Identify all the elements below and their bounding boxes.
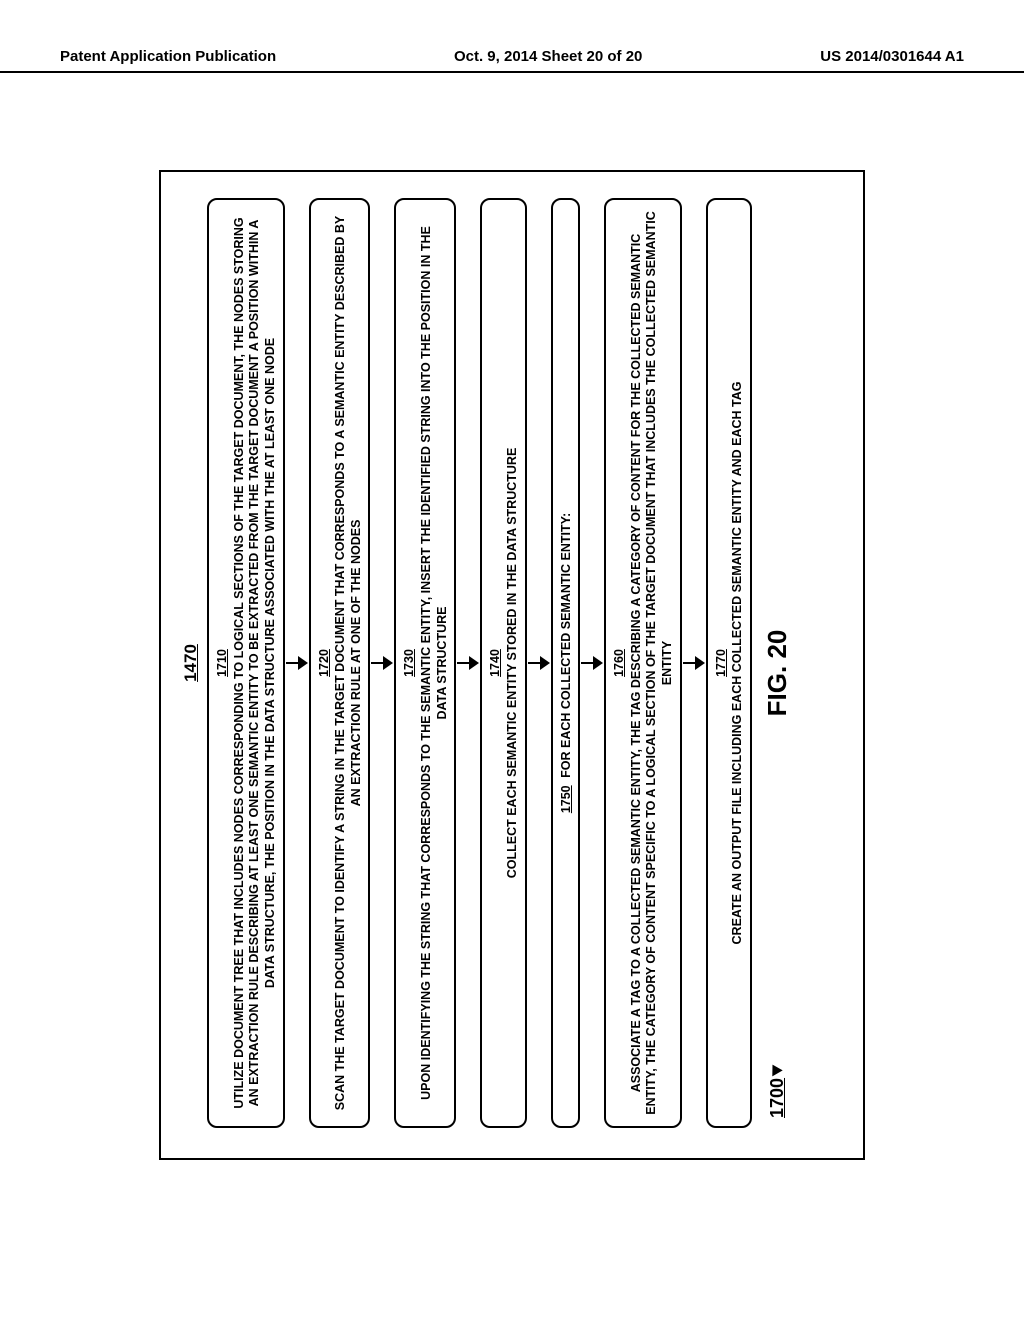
step-text: UPON IDENTIFYING THE STRING THAT CORRESP… [419, 226, 449, 1100]
flow-step-1740: 1740 COLLECT EACH SEMANTIC ENTITY STORED… [480, 198, 526, 1128]
flow-arrow-icon [457, 656, 479, 670]
step-number: 1750 [559, 785, 573, 813]
outer-ref-label: 1470 [181, 644, 201, 682]
flow-arrow-icon [371, 656, 393, 670]
flow-step-1720: 1720 SCAN THE TARGET DOCUMENT TO IDENTIF… [309, 198, 371, 1128]
flow-arrow-icon [683, 656, 705, 670]
page-header: Patent Application Publication Oct. 9, 2… [0, 48, 1024, 73]
figure-footer: 1700 FIG. 20 [762, 198, 793, 1128]
step-number: 1770 [714, 210, 730, 1116]
header-center: Oct. 9, 2014 Sheet 20 of 20 [454, 48, 642, 65]
flow-arrow-icon [286, 656, 308, 670]
step-text: FOR EACH COLLECTED SEMANTIC ENTITY: [559, 513, 573, 778]
step-text: ASSOCIATE A TAG TO A COLLECTED SEMANTIC … [629, 211, 674, 1114]
header-right: US 2014/0301644 A1 [820, 48, 964, 65]
figure-rotated-content: 1470 1710 UTILIZE DOCUMENT TREE THAT INC… [19, 314, 1005, 1016]
flowchart: 1470 1710 UTILIZE DOCUMENT TREE THAT INC… [161, 168, 867, 1158]
flow-step-1710: 1710 UTILIZE DOCUMENT TREE THAT INCLUDES… [207, 198, 285, 1128]
step-number: 1760 [612, 210, 628, 1116]
figure-ref-number: 1700 [767, 1078, 788, 1118]
flow-step-1770: 1770 CREATE AN OUTPUT FILE INCLUDING EAC… [706, 198, 752, 1128]
flow-step-1730: 1730 UPON IDENTIFYING THE STRING THAT CO… [394, 198, 456, 1128]
figure-frame: 1470 1710 UTILIZE DOCUMENT TREE THAT INC… [159, 170, 865, 1160]
step-text: CREATE AN OUTPUT FILE INCLUDING EACH COL… [730, 382, 744, 945]
header-left: Patent Application Publication [60, 48, 276, 65]
step-text: UTILIZE DOCUMENT TREE THAT INCLUDES NODE… [232, 217, 277, 1108]
figure-caption: FIG. 20 [762, 268, 793, 1078]
flow-arrow-icon [528, 656, 550, 670]
step-text: COLLECT EACH SEMANTIC ENTITY STORED IN T… [505, 448, 519, 879]
flow-step-1760: 1760 ASSOCIATE A TAG TO A COLLECTED SEMA… [604, 198, 682, 1128]
flow-arrow-icon [581, 656, 603, 670]
step-number: 1740 [488, 210, 504, 1116]
flow-step-1750: 1750 FOR EACH COLLECTED SEMANTIC ENTITY: [551, 198, 581, 1128]
step-number: 1710 [215, 210, 231, 1116]
step-number: 1720 [317, 210, 333, 1116]
step-text: SCAN THE TARGET DOCUMENT TO IDENTIFY A S… [333, 216, 363, 1110]
step-inline: 1750 FOR EACH COLLECTED SEMANTIC ENTITY: [559, 513, 573, 813]
step-number: 1730 [402, 210, 418, 1116]
